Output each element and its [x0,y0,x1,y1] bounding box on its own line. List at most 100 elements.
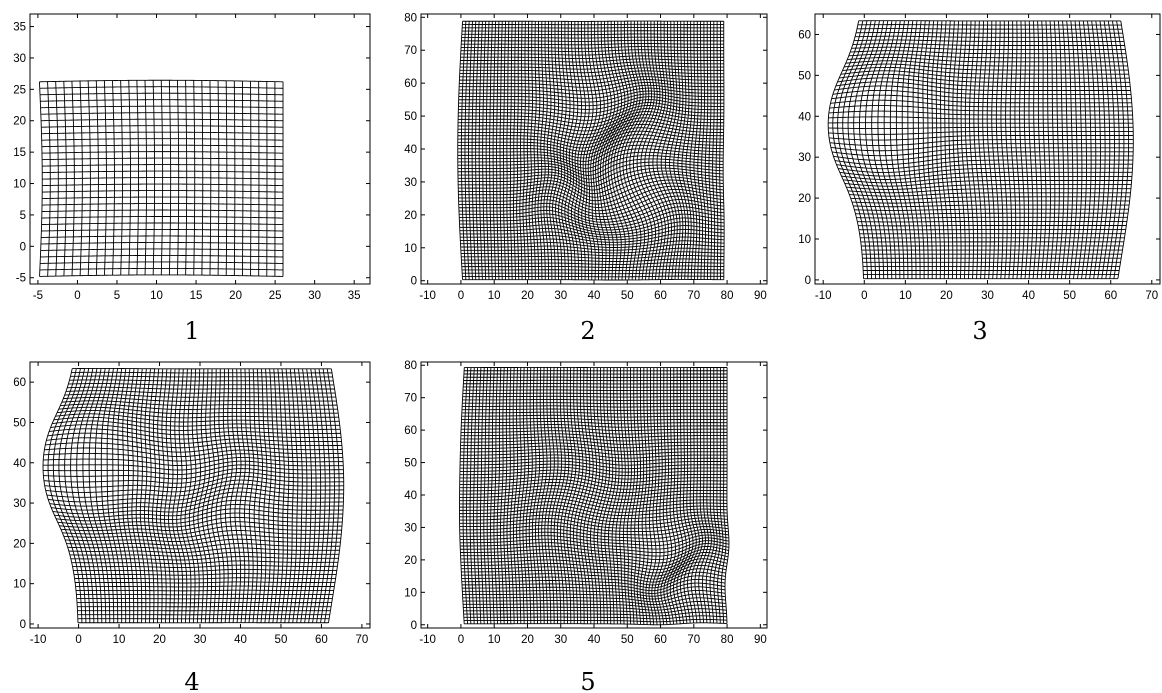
mesh-column-line [164,368,175,623]
mesh-column-line [847,20,881,279]
mesh-row-line [462,586,726,597]
mesh-column-line [642,367,651,625]
mesh-column-line [853,20,885,279]
mesh-row-line [460,236,725,246]
x-tick-label: 35 [348,290,361,302]
mesh-column-line [82,368,107,623]
y-tick-label: 40 [404,490,417,502]
mesh-column-line [549,21,559,280]
mesh-column-line [513,21,516,280]
mesh-column-line [509,367,515,624]
y-tick-label: 30 [13,53,26,65]
mesh-row-line [457,158,724,176]
mesh-row-line [846,184,1132,190]
y-tick-label: 60 [13,377,26,389]
mesh-row-line [458,185,724,208]
mesh-row-line [841,171,1133,180]
mesh-row-line [70,556,339,561]
mesh-row-line [459,507,728,520]
mesh-column-line [940,20,950,279]
mesh-row-line [461,258,724,262]
mesh-row-line [828,110,1133,116]
mesh-column-line [264,368,272,623]
mesh-row-line [459,514,728,526]
y-tick-label: 0 [411,276,417,288]
mesh-column-line [656,21,675,280]
mesh-row-line [459,209,725,228]
mesh-row-line [461,571,726,586]
y-tick-label: 80 [404,360,417,372]
y-tick-label: 50 [798,70,811,82]
mesh-column-line [673,21,687,280]
mesh-column-line [558,21,571,280]
mesh-row-line [460,430,728,435]
y-tick-label: 0 [20,619,26,631]
mesh-column-line [540,21,548,280]
mesh-column-line [284,368,294,623]
y-tick-label: 5 [20,210,26,222]
mesh-row-line [460,232,725,243]
mesh-row-line [46,437,342,449]
x-tick-label: 40 [588,290,601,302]
y-tick-label: 50 [404,111,417,123]
mesh-row-line [829,105,1133,112]
mesh-row-line [74,577,336,580]
mesh-row-line [54,504,344,518]
mesh-column-line [969,20,979,279]
y-tick-label: 10 [404,243,417,255]
mesh-column-line [466,367,472,624]
mesh-column-line [252,368,259,623]
mesh-row-line [65,534,341,543]
mesh-row-line [459,463,728,473]
mesh-column-line [633,367,642,625]
mesh-column-line [1089,20,1101,279]
mesh-column-line [193,80,196,276]
panel-caption: 4 [184,668,199,693]
mesh-row-line [59,516,343,528]
x-tick-label: 50 [275,634,288,646]
mesh-column-line [496,21,500,280]
mesh-row-line [459,469,728,480]
mesh-column-line [694,367,706,623]
mesh-column-line [468,21,473,280]
mesh-row-line [461,261,724,265]
mesh-column-line [563,367,577,624]
mesh-column-line [131,368,143,623]
mesh-column-line [602,21,626,281]
x-tick-label: 10 [488,290,501,302]
mesh-column-line [128,80,131,276]
mesh-row-line [457,151,724,169]
mesh-column-line [148,368,159,623]
mesh-row-line [459,73,724,81]
mesh-column-line [197,368,208,623]
mesh-column-line [209,80,212,276]
mesh-column-line [469,367,475,624]
mesh-column-line [516,367,522,624]
mesh-row-line [459,466,728,477]
y-tick-label: 60 [798,29,811,41]
mesh-row-line [461,30,724,32]
axes-frame [29,13,371,285]
mesh-column-line [708,21,713,280]
mesh-row-line [49,428,342,440]
mesh-column-line [546,21,556,280]
mesh-row-line [458,199,724,220]
mesh-column-line [1028,20,1034,279]
panel-3: -10 0 10 20 30 40 50 60 70 0 10 20 30 40 50 60 3 [798,13,1161,345]
mesh-column-line [1044,20,1051,279]
mesh-row-line [855,35,1124,38]
mesh-row-line [461,575,726,589]
mesh-row-line [458,93,724,107]
mesh-column-line [935,20,946,279]
y-tick-label: 20 [13,116,26,128]
mesh-row-line [459,531,729,543]
mesh-column-line [248,368,255,623]
mesh-row-line [73,573,337,576]
mesh-row-line [56,508,343,522]
mesh-row-line [464,622,728,626]
mesh-column-line [233,80,236,276]
mesh-column-line [1113,20,1130,279]
mesh-row-line [459,524,729,536]
mesh-column-line [690,367,703,623]
mesh-row-line [460,64,724,70]
